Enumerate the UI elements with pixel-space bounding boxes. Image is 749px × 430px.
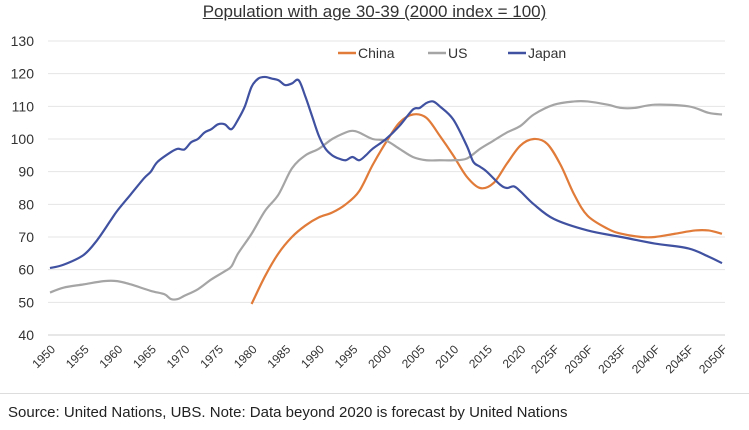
x-tick-label: 2005 [399,342,428,371]
x-tick-label: 2040F [629,342,663,376]
series-line-china [250,113,723,305]
source-note: Source: United Nations, UBS. Note: Data … [8,404,568,421]
series-line-us [49,99,723,301]
x-tick-label: 2000 [365,342,394,371]
x-tick-label: 2045F [663,342,697,376]
x-tick-label: 2035F [595,342,629,376]
y-tick-label: 60 [18,262,34,278]
x-tick-label: 1975 [197,342,226,371]
x-tick-label: 1990 [298,342,327,371]
y-tick-label: 100 [11,131,35,147]
series-line-japan [49,75,723,270]
chart-title: Population with age 30-39 (2000 index = … [202,2,547,21]
x-tick-label: 1950 [29,342,58,371]
x-tick-label: 2015 [466,342,495,371]
x-tick-label: 1955 [63,342,92,371]
x-tick-label: 1970 [164,342,193,371]
x-tick-label: 2025F [528,342,562,376]
x-tick-label: 1995 [332,342,361,371]
legend-label-us: US [448,45,467,61]
y-tick-label: 50 [18,294,34,310]
y-tick-label: 90 [18,164,34,180]
x-tick-label: 1960 [97,342,126,371]
y-tick-label: 70 [18,229,34,245]
y-tick-label: 110 [12,98,35,114]
x-tick-label: 2030F [562,342,596,376]
legend-label-china: China [358,45,395,61]
y-tick-label: 130 [11,33,35,49]
x-tick-label: 1980 [231,342,260,371]
y-tick-label: 120 [11,66,35,82]
legend-label-japan: Japan [528,45,566,61]
y-tick-label: 40 [18,327,34,343]
divider [0,393,749,394]
y-tick-label: 80 [18,196,34,212]
x-tick-label: 2050F [696,342,730,376]
x-tick-label: 1985 [265,342,294,371]
x-tick-label: 2010 [433,342,462,371]
x-tick-label: 2020 [500,342,529,371]
x-tick-label: 1965 [130,342,159,371]
